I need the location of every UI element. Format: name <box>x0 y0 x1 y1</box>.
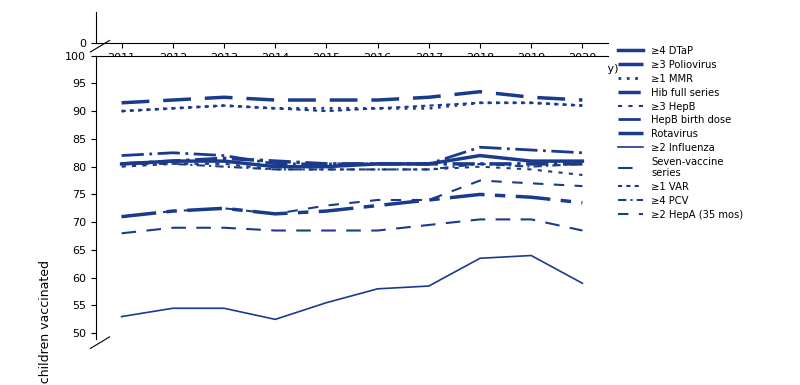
X-axis label: Birth year: Birth year <box>321 80 383 93</box>
Y-axis label: Percentage of children vaccinated: Percentage of children vaccinated <box>39 260 53 385</box>
Legend: ≥4 DTaP, ≥3 Poliovirus, ≥1 MMR, Hib full series, ≥3 HepB, HepB birth dose, Rotav: ≥4 DTaP, ≥3 Poliovirus, ≥1 MMR, Hib full… <box>618 47 743 220</box>
